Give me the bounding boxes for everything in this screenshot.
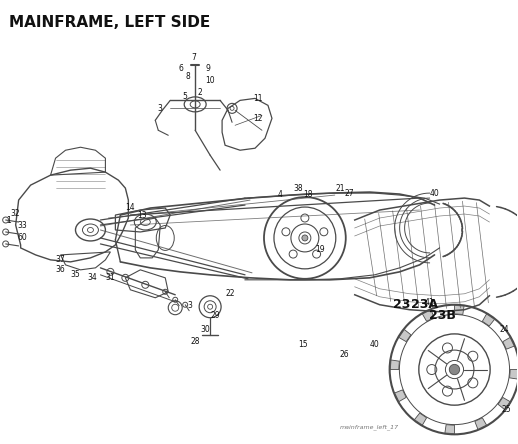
- Text: 15: 15: [298, 340, 308, 349]
- Text: 23A: 23A: [411, 298, 438, 311]
- Text: 37: 37: [55, 255, 65, 264]
- Polygon shape: [475, 418, 486, 429]
- Text: 32: 32: [11, 209, 21, 218]
- Text: 33: 33: [18, 222, 27, 230]
- Polygon shape: [445, 424, 454, 434]
- Polygon shape: [422, 310, 434, 321]
- Text: 12: 12: [253, 114, 263, 123]
- Text: 35: 35: [70, 270, 80, 279]
- Text: 22: 22: [225, 289, 235, 298]
- Text: 31: 31: [106, 274, 115, 282]
- Text: 8: 8: [186, 72, 191, 81]
- Text: MAINFRAME, LEFT SIDE: MAINFRAME, LEFT SIDE: [9, 15, 210, 30]
- Text: 18: 18: [303, 190, 313, 198]
- Ellipse shape: [302, 235, 308, 241]
- Text: 29: 29: [210, 311, 220, 320]
- Text: 10: 10: [205, 76, 215, 85]
- Text: 40: 40: [370, 340, 380, 349]
- Text: 1: 1: [6, 215, 11, 225]
- Text: 38: 38: [293, 184, 303, 193]
- Text: 25: 25: [501, 405, 511, 414]
- Polygon shape: [454, 305, 464, 314]
- Text: 7: 7: [192, 53, 197, 62]
- Text: 9: 9: [206, 64, 211, 73]
- Text: 6: 6: [179, 64, 184, 73]
- Text: 27: 27: [345, 189, 354, 198]
- Text: 23: 23: [393, 298, 410, 311]
- Circle shape: [449, 365, 459, 375]
- Text: 34: 34: [88, 274, 97, 282]
- Text: mainframe_left_17: mainframe_left_17: [340, 424, 399, 430]
- Text: 24: 24: [499, 325, 509, 334]
- Text: 4: 4: [278, 190, 282, 198]
- Text: 5: 5: [183, 92, 188, 101]
- Text: 11: 11: [253, 94, 263, 103]
- Text: 26: 26: [340, 350, 350, 359]
- Polygon shape: [503, 337, 514, 349]
- Polygon shape: [510, 369, 518, 379]
- Text: 21: 21: [335, 184, 344, 193]
- Polygon shape: [390, 360, 399, 369]
- Text: 3: 3: [158, 104, 163, 113]
- Text: 19: 19: [315, 246, 325, 254]
- Text: 36: 36: [55, 266, 65, 274]
- Text: 2: 2: [198, 88, 203, 97]
- Text: 30: 30: [200, 325, 210, 334]
- Text: 40: 40: [429, 189, 439, 198]
- Polygon shape: [414, 413, 427, 425]
- Polygon shape: [399, 329, 411, 342]
- Polygon shape: [395, 390, 406, 402]
- Text: 13: 13: [137, 210, 147, 219]
- Polygon shape: [498, 397, 510, 409]
- Polygon shape: [482, 314, 495, 326]
- Text: 3: 3: [188, 301, 193, 310]
- Text: 23B: 23B: [429, 309, 456, 322]
- Text: 41: 41: [425, 298, 435, 307]
- Text: 60: 60: [18, 234, 27, 242]
- Text: 14: 14: [125, 202, 135, 211]
- Text: 28: 28: [191, 337, 200, 346]
